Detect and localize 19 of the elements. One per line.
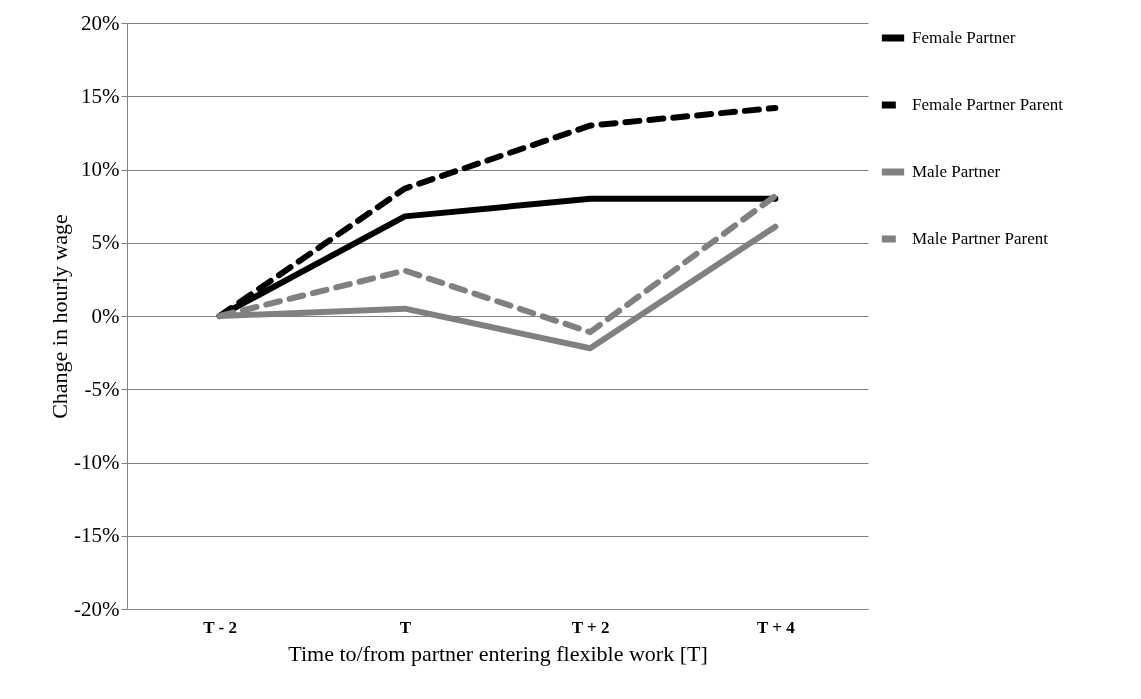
y-tick-label: -15%: [74, 523, 120, 548]
x-tick-label: T + 2: [571, 617, 610, 637]
y-tick-label: 5%: [91, 230, 120, 255]
legend-label: Female Partner: [912, 28, 1016, 47]
y-axis-title: Change in hourly wage: [47, 214, 73, 419]
legend-label: Male Partner: [912, 162, 1001, 181]
legend-label: Female Partner Parent: [912, 95, 1064, 114]
y-tick-label: 15%: [81, 83, 120, 108]
x-tick-label: T: [399, 617, 412, 637]
x-tick-label: T - 2: [203, 617, 237, 637]
x-axis-title: Time to/from partner entering flexible work [T]: [288, 640, 708, 666]
y-tick-label: 10%: [81, 157, 120, 181]
x-tick-label: T + 4: [757, 617, 796, 637]
y-tick-label: 20%: [81, 10, 120, 35]
y-tick-label: -20%: [74, 596, 120, 621]
legend-label: Male Partner Parent: [912, 229, 1049, 248]
y-tick-label: -5%: [84, 376, 120, 401]
y-tick-label: 0%: [91, 303, 120, 328]
y-tick-label: -10%: [74, 450, 120, 474]
